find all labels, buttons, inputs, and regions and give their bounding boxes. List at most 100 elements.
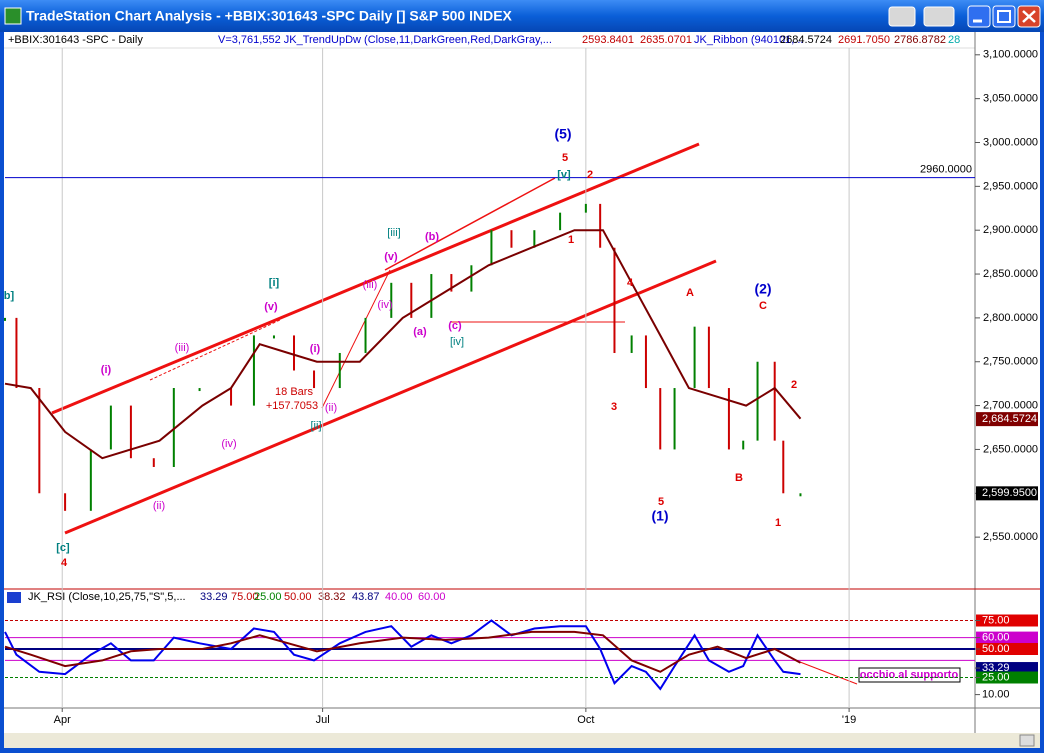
wave-label: (iv) (221, 438, 236, 450)
x-tick-label: Apr (54, 714, 71, 726)
wave-label: [v] (557, 169, 571, 181)
wave-label: 1 (775, 517, 781, 529)
rsi-header-text: 33.29 (200, 591, 228, 603)
rsi-tick-label: 60.00 (982, 632, 1010, 644)
wave-label: [c] (56, 542, 70, 554)
y-tick-label: 2,700.0000 (983, 399, 1038, 411)
header-text: V=3,761,552 JK_TrendUpDw (Close,11,DarkG… (218, 34, 552, 46)
rsi-tick-label: 75.00 (982, 614, 1010, 626)
wave-label: b] (4, 290, 15, 302)
rsi-header-text: 50.00 (284, 591, 312, 603)
header-text: 2684.5724 (780, 34, 832, 46)
y-tick-label: 2,550.0000 (983, 531, 1038, 543)
wave-label: (iii) (363, 279, 378, 291)
level-label: 2960.0000 (920, 163, 972, 175)
wave-label: (iv) (377, 299, 392, 311)
title-bar (0, 0, 1044, 32)
wave-label: 4 (61, 557, 68, 569)
price-marker-label: 2,599.9500 (982, 487, 1037, 499)
wave-label: (2) (754, 281, 771, 297)
wave-label: 3 (611, 401, 617, 413)
wave-label: 2 (791, 379, 797, 391)
dashed-trend (149, 319, 281, 381)
note-box (858, 667, 961, 683)
close-icon (1022, 10, 1036, 23)
note-arrow (799, 661, 858, 685)
price-marker (976, 486, 1038, 501)
x-tick-label: '19 (842, 714, 856, 726)
rsi-tick-box (976, 662, 1038, 675)
price-marker (976, 412, 1038, 427)
maximize-button[interactable] (992, 5, 1016, 28)
rsi-header-text: 25.00 (254, 591, 282, 603)
rsi-header-text: 60.00 (418, 591, 446, 603)
app-icon (4, 7, 22, 25)
y-tick-label: 2,800.0000 (983, 312, 1038, 324)
minimize-button[interactable] (967, 5, 991, 28)
i-button[interactable] (923, 6, 955, 27)
y-tick-label: 2,900.0000 (983, 224, 1038, 236)
header-text: JK_Ribbon (940101,... (694, 34, 803, 46)
wave-label: (a) (413, 326, 427, 338)
status-bar (4, 733, 1040, 748)
series-line (4, 229, 802, 460)
wave-label: A (686, 287, 694, 299)
rsi-tick-box (976, 671, 1038, 684)
wave-label: [iii] (387, 227, 400, 239)
rsi-tick-label: 50.00 (982, 643, 1010, 655)
y-tick-label: 3,050.0000 (983, 93, 1038, 105)
measure-line (321, 269, 391, 409)
wave-label: (iii) (175, 342, 190, 354)
price-marker-label: 2,684.5724 (982, 413, 1037, 425)
maximize-icon (997, 10, 1011, 23)
wave-label: 2 (587, 169, 593, 181)
y-tick-label: 2,650.0000 (983, 443, 1038, 455)
wave-label: (b) (425, 231, 439, 243)
rsi-tick-box (976, 614, 1038, 627)
s-button[interactable] (888, 6, 916, 27)
window-title: TradeStation Chart Analysis - +BBIX:3016… (26, 8, 513, 24)
rsi-icon (7, 592, 21, 603)
wave-label: (i) (101, 364, 112, 376)
rsi-tick-label: 10.00 (982, 689, 1010, 701)
wave-label: [ii] (311, 420, 322, 432)
resize-grip (1019, 734, 1035, 747)
wave-label: (i) (310, 343, 321, 355)
wave-label: 5 (562, 152, 568, 164)
rsi-header-text: 38.32 (318, 591, 346, 603)
wave-label: (c) (448, 320, 462, 332)
upper-channel (51, 142, 700, 415)
rsi-header-text: 43.87 (352, 591, 380, 603)
header-text: 2635.0701 (640, 34, 692, 46)
series-line (4, 619, 801, 691)
header-text: 28 (948, 34, 960, 46)
y-tick-label: 3,000.0000 (983, 136, 1038, 148)
wave-label: 5 (658, 496, 664, 508)
x-tick-label: Jul (316, 714, 330, 726)
wave-label: 4 (627, 277, 634, 289)
wave-label: (ii) (325, 402, 337, 414)
wave-label: [iv] (450, 336, 464, 348)
wave-label: (5) (554, 126, 571, 142)
rsi-tick-label: 33.29 (982, 662, 1010, 674)
trend-line (384, 177, 556, 271)
y-tick-label: 2,950.0000 (983, 180, 1038, 192)
wave-label: [i] (269, 277, 280, 289)
y-tick-label: 3,100.0000 (983, 49, 1038, 61)
header-text: 2691.7050 (838, 34, 890, 46)
wave-label: 1 (568, 234, 574, 246)
wave-label: (v) (384, 251, 398, 263)
note: occhio al supporto (860, 669, 959, 681)
header-text: 2593.8401 (582, 34, 634, 46)
y-tick-label: 2,850.0000 (983, 268, 1038, 280)
wave-label: (ii) (153, 500, 165, 512)
wave-label: (1) (651, 508, 668, 524)
wave-label: C (759, 300, 767, 312)
channel-lines (51, 142, 858, 685)
lower-channel (64, 259, 717, 535)
rsi-tick-box (976, 643, 1038, 655)
wave-label: B (735, 472, 743, 484)
